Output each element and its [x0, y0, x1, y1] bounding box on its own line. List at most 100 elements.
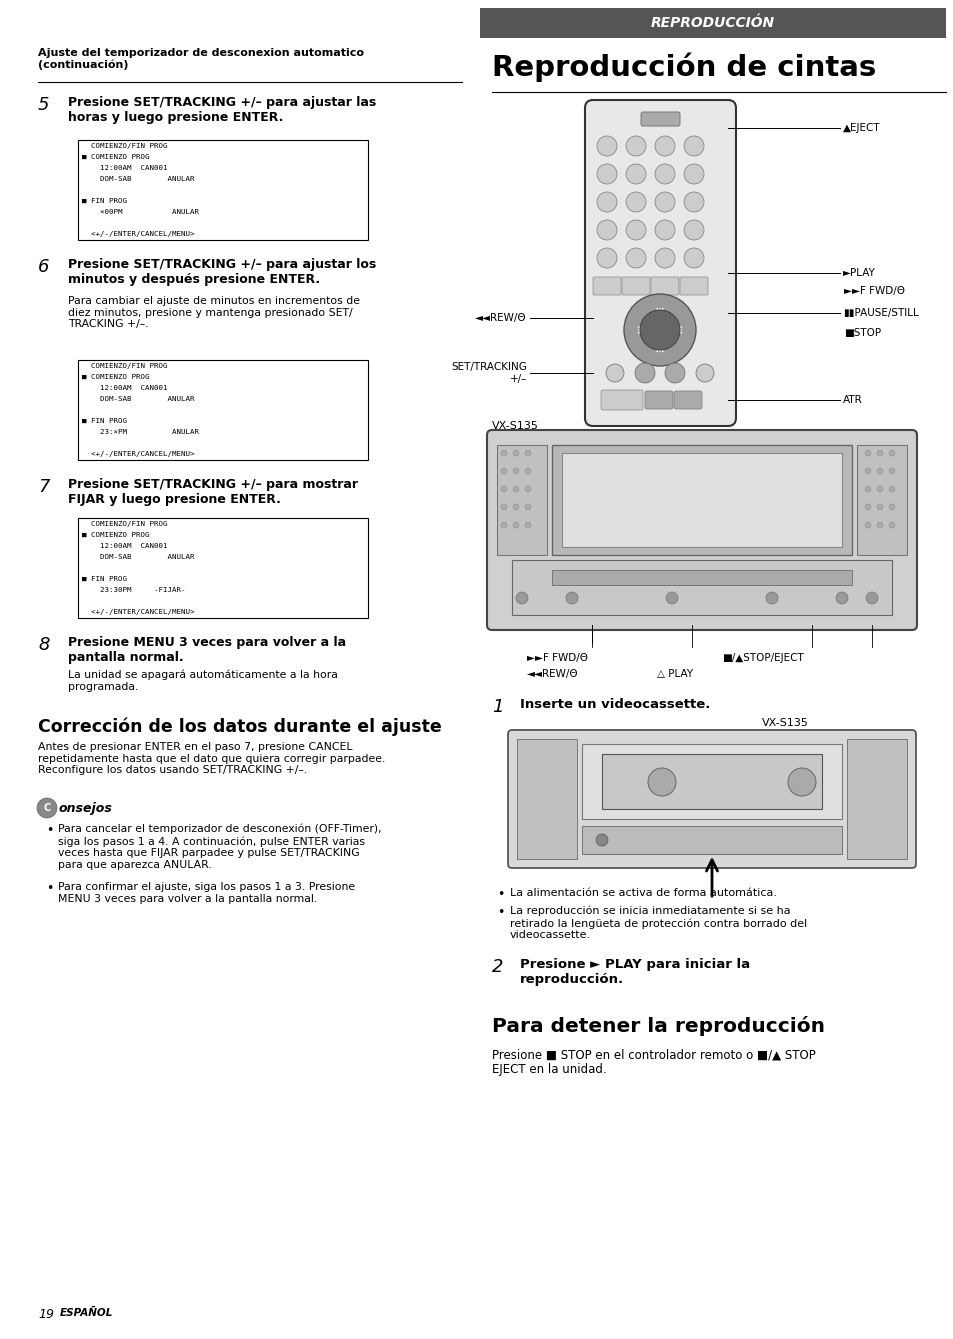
Circle shape — [864, 469, 870, 474]
Bar — [856, 445, 906, 554]
Circle shape — [864, 450, 870, 457]
Text: ►►F FWD/Θ: ►►F FWD/Θ — [843, 287, 904, 296]
Circle shape — [665, 592, 678, 604]
Circle shape — [597, 191, 617, 212]
Text: Inserte un videocassette.: Inserte un videocassette. — [519, 698, 710, 711]
Text: ◄◄REW/Θ: ◄◄REW/Θ — [475, 313, 526, 323]
Circle shape — [524, 522, 531, 528]
Circle shape — [683, 137, 703, 157]
Bar — [561, 453, 841, 548]
Text: ■ FIN PROG: ■ FIN PROG — [82, 198, 127, 204]
Circle shape — [876, 503, 882, 510]
Circle shape — [513, 522, 518, 528]
Text: COMIENZO/FIN PROG: COMIENZO/FIN PROG — [82, 142, 168, 149]
Text: ▮▮PAUSE/STILL: ▮▮PAUSE/STILL — [842, 308, 918, 317]
Text: COMIENZO/FIN PROG: COMIENZO/FIN PROG — [82, 363, 168, 368]
Bar — [517, 739, 577, 860]
FancyBboxPatch shape — [644, 391, 672, 408]
Circle shape — [655, 248, 675, 268]
Bar — [512, 560, 891, 615]
Circle shape — [864, 486, 870, 491]
Text: ATR: ATR — [842, 395, 862, 404]
Text: Para cambiar el ajuste de minutos en incrementos de
diez minutos, presione y man: Para cambiar el ajuste de minutos en inc… — [68, 296, 359, 329]
Text: onsejos: onsejos — [59, 802, 112, 815]
Bar — [846, 739, 906, 860]
Text: 1: 1 — [492, 698, 503, 716]
Text: COMIENZO/FIN PROG: COMIENZO/FIN PROG — [82, 521, 168, 526]
Text: ■/▲STOP/EJECT: ■/▲STOP/EJECT — [721, 653, 803, 663]
Circle shape — [500, 450, 506, 457]
Circle shape — [655, 137, 675, 157]
Text: 19: 19 — [38, 1308, 54, 1322]
Circle shape — [787, 769, 815, 795]
Circle shape — [664, 363, 684, 383]
Text: ■ COMIENZO PROG: ■ COMIENZO PROG — [82, 154, 150, 159]
Circle shape — [623, 295, 696, 366]
Text: ►PLAY: ►PLAY — [842, 268, 875, 279]
Text: ◄◄REW/Θ: ◄◄REW/Θ — [526, 670, 578, 679]
Bar — [581, 744, 841, 819]
Text: Reproducción de cintas: Reproducción de cintas — [492, 52, 876, 82]
Bar — [78, 518, 368, 619]
Circle shape — [625, 220, 645, 240]
Text: Presione SET/TRACKING +/– para mostrar
FIJAR y luego presione ENTER.: Presione SET/TRACKING +/– para mostrar F… — [68, 478, 357, 506]
Text: Ajuste del temporizador de desconexion automatico
(continuación): Ajuste del temporizador de desconexion a… — [38, 48, 364, 70]
Text: Presione MENU 3 veces para volver a la
pantalla normal.: Presione MENU 3 veces para volver a la p… — [68, 636, 346, 664]
Circle shape — [876, 450, 882, 457]
Text: DOM-SAB        ANULAR: DOM-SAB ANULAR — [82, 396, 194, 402]
Text: Para detener la reproducción: Para detener la reproducción — [492, 1016, 824, 1036]
Text: ■ COMIENZO PROG: ■ COMIENZO PROG — [82, 532, 150, 538]
FancyBboxPatch shape — [486, 430, 916, 631]
Circle shape — [500, 469, 506, 474]
Circle shape — [513, 503, 518, 510]
FancyBboxPatch shape — [673, 391, 701, 408]
Text: <+/-/ENTER/CANCEL/MENU>: <+/-/ENTER/CANCEL/MENU> — [82, 451, 194, 458]
FancyBboxPatch shape — [640, 112, 679, 126]
Text: C: C — [43, 803, 51, 813]
Text: La reproducción se inicia inmediatamente si se ha
retirado la lengüeta de protec: La reproducción se inicia inmediatamente… — [510, 907, 806, 940]
Bar — [552, 445, 851, 554]
Circle shape — [835, 592, 847, 604]
Circle shape — [683, 248, 703, 268]
Circle shape — [888, 486, 894, 491]
Text: La alimentación se activa de forma automática.: La alimentación se activa de forma autom… — [510, 888, 776, 898]
Text: •: • — [497, 888, 504, 901]
Circle shape — [864, 522, 870, 528]
Text: Para cancelar el temporizador de desconexión (OFF-Timer),
siga los pasos 1 a 4. : Para cancelar el temporizador de descone… — [58, 823, 381, 870]
Circle shape — [500, 522, 506, 528]
Text: 12:00AM  CAN001: 12:00AM CAN001 — [82, 384, 168, 391]
Circle shape — [876, 522, 882, 528]
Circle shape — [888, 450, 894, 457]
Text: SET/TRACKING
+/–: SET/TRACKING +/– — [451, 363, 526, 384]
Bar — [497, 445, 546, 554]
Text: 23:30PM     -FIJAR-: 23:30PM -FIJAR- — [82, 588, 185, 593]
Bar — [552, 570, 851, 585]
FancyBboxPatch shape — [584, 100, 735, 426]
Circle shape — [696, 364, 713, 382]
Circle shape — [516, 592, 527, 604]
FancyBboxPatch shape — [600, 390, 642, 410]
Circle shape — [597, 220, 617, 240]
Text: ■ COMIENZO PROG: ■ COMIENZO PROG — [82, 374, 150, 380]
Text: ■STOP: ■STOP — [843, 328, 881, 337]
Circle shape — [683, 220, 703, 240]
Circle shape — [513, 450, 518, 457]
Text: 5: 5 — [38, 96, 50, 114]
Circle shape — [524, 469, 531, 474]
Text: ×00PM           ANULAR: ×00PM ANULAR — [82, 209, 199, 216]
Text: REPRODUCCIÓN: REPRODUCCIÓN — [650, 16, 774, 29]
Circle shape — [513, 469, 518, 474]
FancyBboxPatch shape — [679, 277, 707, 295]
Circle shape — [876, 486, 882, 491]
Text: 2: 2 — [492, 957, 503, 976]
Text: <+/-/ENTER/CANCEL/MENU>: <+/-/ENTER/CANCEL/MENU> — [82, 609, 194, 616]
Circle shape — [655, 163, 675, 183]
Circle shape — [565, 592, 578, 604]
Text: 23:×PM          ANULAR: 23:×PM ANULAR — [82, 430, 199, 435]
Text: 7: 7 — [38, 478, 50, 495]
Bar — [581, 826, 841, 854]
FancyBboxPatch shape — [593, 277, 620, 295]
Circle shape — [524, 450, 531, 457]
Circle shape — [765, 592, 778, 604]
Circle shape — [597, 137, 617, 157]
